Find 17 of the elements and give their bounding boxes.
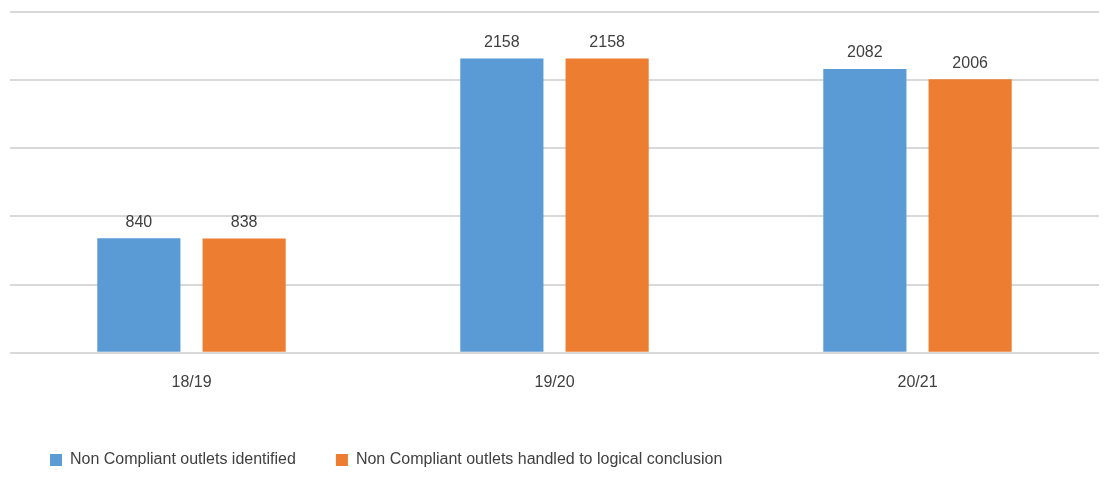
legend-label: Non Compliant outlets identified xyxy=(70,450,296,468)
legend-label: Non Compliant outlets handled to logical conclusion xyxy=(355,450,723,468)
data-label: 2158 xyxy=(589,33,626,51)
bar xyxy=(97,238,181,352)
data-label: 838 xyxy=(230,212,258,230)
x-tick-label: 18/19 xyxy=(171,372,212,390)
x-tick-label: 19/20 xyxy=(534,372,575,390)
bar xyxy=(565,58,649,352)
bar xyxy=(928,79,1012,352)
bar xyxy=(460,58,544,352)
data-label: 2158 xyxy=(484,33,520,51)
bar xyxy=(202,238,286,352)
data-label: 2082 xyxy=(847,43,883,61)
x-tick-label: 20/21 xyxy=(897,372,938,390)
data-label: 2006 xyxy=(952,53,989,71)
bar xyxy=(823,68,907,352)
data-label: 840 xyxy=(125,212,153,230)
